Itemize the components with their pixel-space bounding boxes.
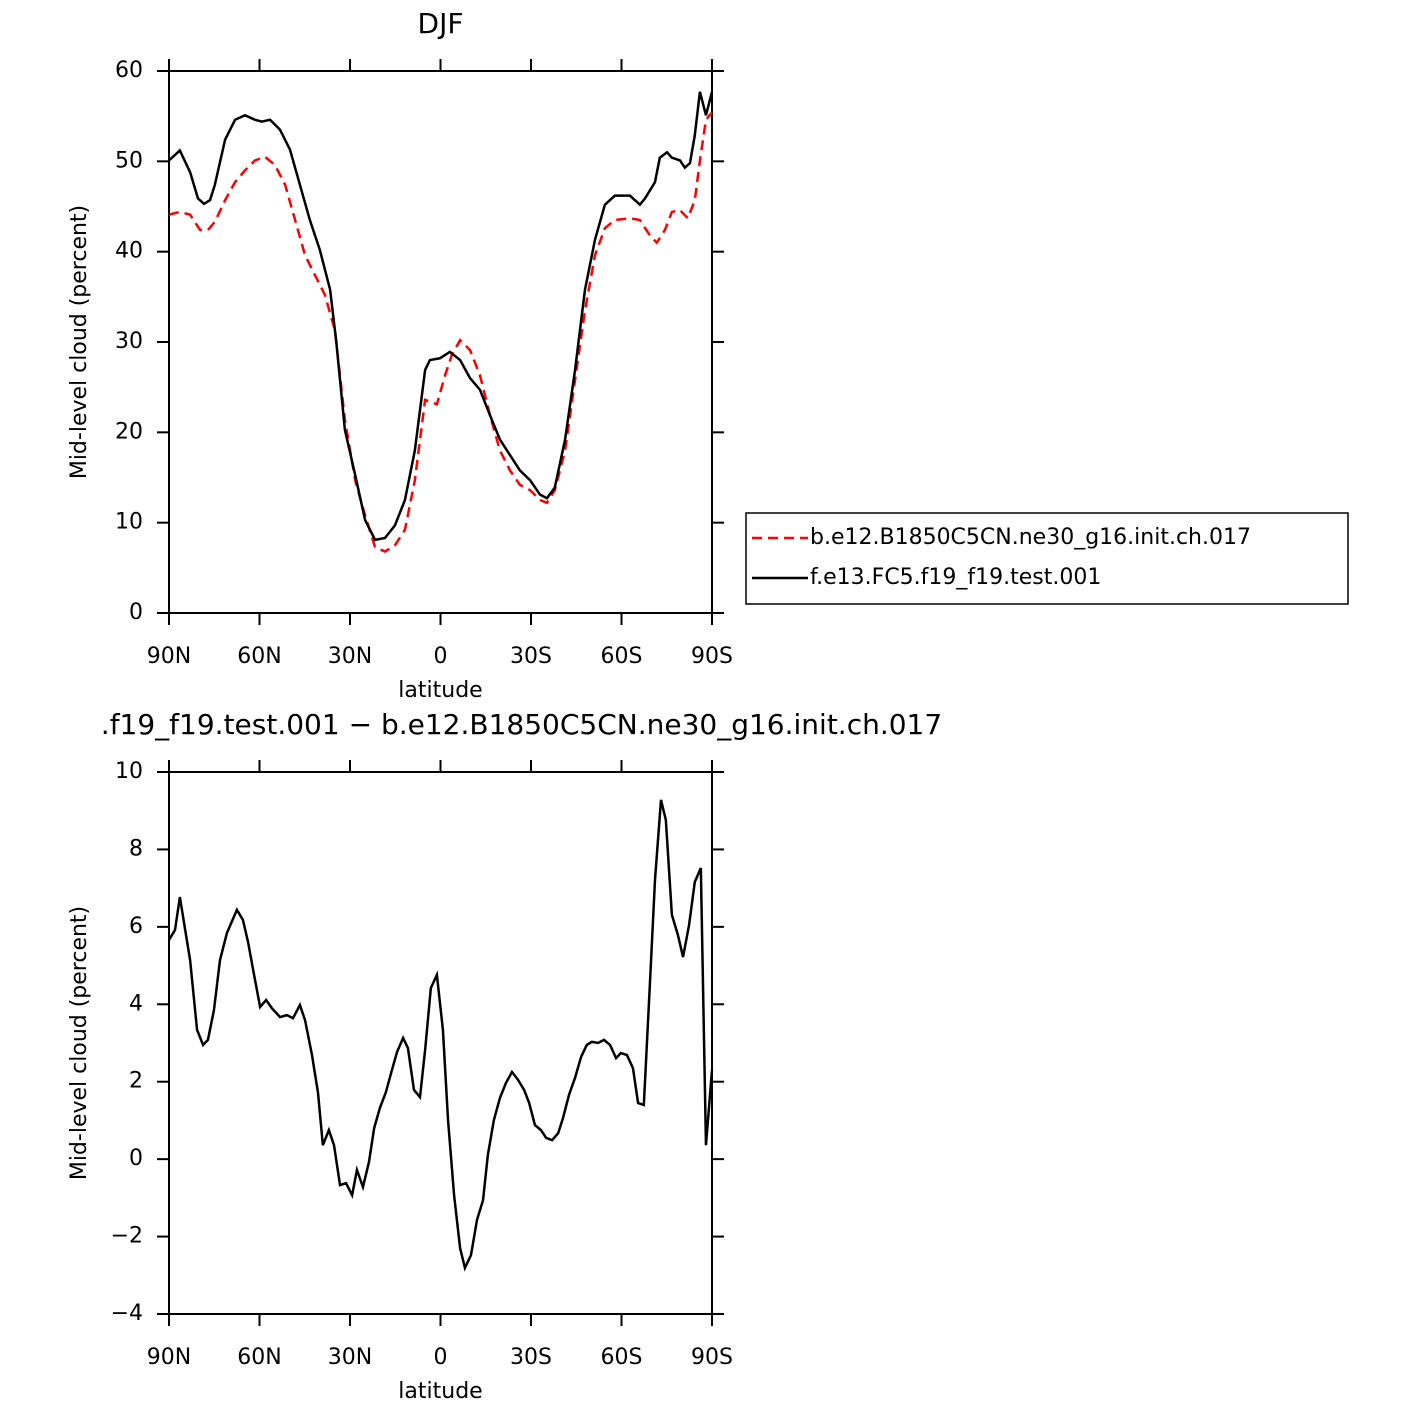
y-tick-label: 10 (115, 510, 143, 535)
plot-frame (168, 70, 713, 614)
legend-box (745, 512, 1349, 605)
data-line (168, 111, 713, 553)
y-tick-label: 4 (129, 991, 143, 1016)
x-tick-label: 30N (328, 644, 372, 669)
legend-label: f.e13.FC5.f19_f19.test.001 (810, 565, 1101, 590)
x-tick-label: 90S (691, 1345, 733, 1370)
x-tick-label: 60S (601, 1345, 643, 1370)
y-tick-label: −2 (111, 1224, 143, 1249)
x-tick-label: 90S (691, 644, 733, 669)
x-tick-label: 0 (434, 1345, 448, 1370)
plot-frame (168, 771, 713, 1315)
x-tick-label: 30N (328, 1345, 372, 1370)
chart-title: DJF (418, 7, 464, 40)
y-tick-label: −4 (111, 1301, 143, 1326)
x-axis-title: latitude (398, 678, 482, 703)
y-tick-label: 50 (115, 148, 143, 173)
y-tick-label: 6 (129, 914, 143, 939)
x-tick-label: 30S (510, 1345, 552, 1370)
chart-title: .f19_f19.test.001 − b.e12.B1850C5CN.ne30… (101, 708, 942, 741)
y-tick-label: 20 (115, 419, 143, 444)
y-tick-label: 0 (129, 600, 143, 625)
y-tick-label: 60 (115, 58, 143, 83)
y-tick-label: 0 (129, 1146, 143, 1171)
y-tick-label: 2 (129, 1069, 143, 1094)
x-tick-label: 30S (510, 644, 552, 669)
legend-label: b.e12.B1850C5CN.ne30_g16.init.ch.017 (810, 525, 1251, 550)
data-line (168, 91, 714, 542)
y-axis-title: Mid-level cloud (percent) (67, 205, 92, 479)
x-tick-label: 0 (434, 644, 448, 669)
y-tick-label: 8 (129, 836, 143, 861)
x-axis-title: latitude (398, 1379, 482, 1404)
x-tick-label: 90N (147, 644, 191, 669)
x-tick-label: 60N (237, 1345, 281, 1370)
x-tick-label: 60S (601, 644, 643, 669)
y-tick-label: 10 (115, 759, 143, 784)
x-tick-label: 60N (237, 644, 281, 669)
x-tick-label: 90N (147, 1345, 191, 1370)
data-line (167, 799, 714, 1272)
y-tick-label: 40 (115, 239, 143, 264)
y-tick-label: 30 (115, 329, 143, 354)
y-axis-title: Mid-level cloud (percent) (67, 906, 92, 1180)
